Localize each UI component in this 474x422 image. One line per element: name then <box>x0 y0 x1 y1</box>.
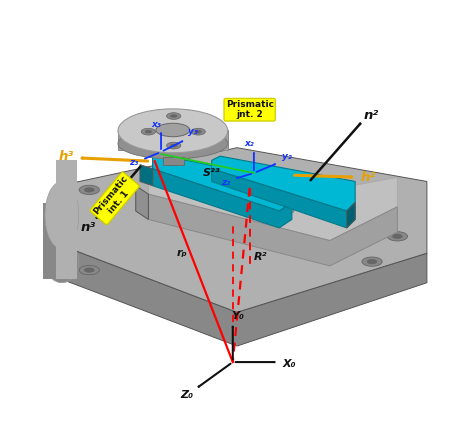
Ellipse shape <box>367 259 377 264</box>
Ellipse shape <box>166 142 181 149</box>
Text: x₂: x₂ <box>244 139 254 148</box>
Polygon shape <box>153 169 292 228</box>
Text: h³: h³ <box>58 151 73 163</box>
Ellipse shape <box>145 130 152 133</box>
Polygon shape <box>212 156 355 211</box>
Ellipse shape <box>392 234 402 239</box>
Text: n²: n² <box>364 109 379 122</box>
Ellipse shape <box>166 113 181 119</box>
Text: n³: n³ <box>81 221 96 233</box>
Text: z₂: z₂ <box>221 178 231 187</box>
Ellipse shape <box>45 241 79 283</box>
Polygon shape <box>60 245 427 346</box>
Text: y₃: y₃ <box>188 127 198 136</box>
Ellipse shape <box>84 187 95 192</box>
Polygon shape <box>153 156 292 211</box>
Ellipse shape <box>141 128 155 135</box>
Polygon shape <box>148 169 397 241</box>
Polygon shape <box>212 169 355 228</box>
Text: z₃: z₃ <box>129 158 139 168</box>
Text: rₚ: rₚ <box>177 248 188 258</box>
Ellipse shape <box>367 187 377 192</box>
Ellipse shape <box>362 257 382 266</box>
Polygon shape <box>43 203 64 279</box>
Polygon shape <box>140 165 153 186</box>
Ellipse shape <box>84 268 95 273</box>
Text: Y₀: Y₀ <box>231 311 244 321</box>
Text: X₀: X₀ <box>283 359 297 369</box>
Text: x₃: x₃ <box>151 119 161 129</box>
Polygon shape <box>148 194 397 266</box>
Ellipse shape <box>362 185 382 195</box>
Ellipse shape <box>170 114 177 118</box>
Ellipse shape <box>79 265 100 275</box>
Polygon shape <box>55 160 77 279</box>
Text: Prismatic
int. 1: Prismatic int. 1 <box>92 174 137 223</box>
Ellipse shape <box>118 128 228 159</box>
Text: Z₀: Z₀ <box>181 390 194 400</box>
Polygon shape <box>136 186 148 219</box>
Ellipse shape <box>191 128 205 135</box>
Ellipse shape <box>195 130 202 133</box>
Ellipse shape <box>118 109 228 153</box>
Ellipse shape <box>170 144 177 147</box>
Polygon shape <box>118 130 228 150</box>
Ellipse shape <box>387 232 408 241</box>
Ellipse shape <box>79 185 100 195</box>
Text: h²: h² <box>360 171 375 184</box>
Polygon shape <box>60 148 427 312</box>
Text: S²³: S²³ <box>203 168 220 178</box>
Ellipse shape <box>281 208 294 214</box>
Polygon shape <box>346 203 355 228</box>
Text: Prismatic
jnt. 2: Prismatic jnt. 2 <box>226 100 273 119</box>
Text: R²: R² <box>254 252 267 262</box>
Text: y₂: y₂ <box>282 152 292 162</box>
Ellipse shape <box>156 123 190 137</box>
Ellipse shape <box>45 181 79 249</box>
Polygon shape <box>47 211 60 279</box>
Polygon shape <box>163 157 184 165</box>
